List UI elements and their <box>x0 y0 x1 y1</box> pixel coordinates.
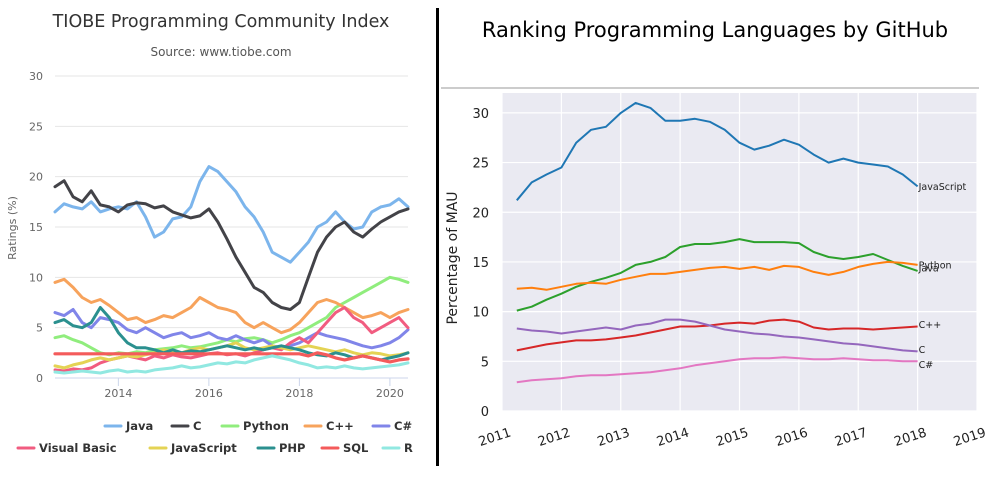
tiobe-tick-labels: 0 5 10 15 20 25 30 2014 2016 2018 2020 <box>29 70 404 400</box>
github-xtick-label: 2014 <box>655 425 691 449</box>
github-series-lines <box>516 101 919 384</box>
github-label-javascript: JavaScript <box>918 182 967 193</box>
tiobe-chart: TIOBE Programming Community Index Source… <box>0 0 436 478</box>
legend-item-visual-basic[interactable]: Visual Basic <box>16 441 117 455</box>
legend-label: R <box>404 441 413 455</box>
tiobe-title: TIOBE Programming Community Index <box>52 12 390 32</box>
github-xtick-label: 2015 <box>714 425 750 449</box>
github-title: Ranking Programming Languages by GitHub <box>481 18 949 42</box>
tiobe-plot: 0 5 10 15 20 25 30 2014 2016 2018 2020 Java C Python… <box>6 70 413 455</box>
github-series-csharp <box>516 356 918 384</box>
github-series-javascript <box>516 101 919 201</box>
tiobe-xtick-label: 2016 <box>195 387 223 400</box>
legend-label: SQL <box>343 441 369 455</box>
github-xtick-label: 2016 <box>774 425 810 449</box>
legend-label: C <box>193 419 201 433</box>
tiobe-series-lines <box>53 165 410 375</box>
github-ytick-label: 5 <box>481 355 489 370</box>
github-label-python: Python <box>919 260 952 271</box>
github-ytick-label: 0 <box>481 405 489 420</box>
github-ytick-label: 25 <box>472 157 489 172</box>
tiobe-series-r <box>53 354 410 375</box>
tiobe-ytick-label: 0 <box>36 372 43 385</box>
github-label-java: Java <box>918 263 939 274</box>
tiobe-ytick-label: 10 <box>29 271 43 284</box>
github-xtick-label: 2017 <box>833 425 869 449</box>
legend-label: Python <box>243 419 289 433</box>
tiobe-legend[interactable]: Java C Python C++ C# Visual Basic JavaScript PH… <box>16 419 413 455</box>
legend-item-javascript[interactable]: JavaScript <box>148 441 237 455</box>
legend-item-sql[interactable]: SQL <box>320 441 369 455</box>
tiobe-series-c <box>53 179 410 311</box>
tiobe-ytick-label: 30 <box>29 70 43 83</box>
github-ytick-label: 30 <box>472 107 489 122</box>
tiobe-xtick-label: 2018 <box>285 387 313 400</box>
tiobe-series-php <box>53 306 410 362</box>
tiobe-xtick-label: 2020 <box>376 387 404 400</box>
github-series-c <box>516 318 918 353</box>
legend-item-java[interactable]: Java <box>103 419 153 433</box>
tiobe-xtick-label: 2014 <box>104 387 132 400</box>
tiobe-ytick-label: 20 <box>29 171 43 184</box>
github-label-cplusplus: C++ <box>919 320 942 331</box>
tiobe-ytick-label: 5 <box>36 322 43 335</box>
panel-divider <box>436 8 439 466</box>
legend-item-c[interactable]: C <box>170 419 201 433</box>
github-ytick-label: 15 <box>472 256 489 271</box>
tiobe-ytick-label: 15 <box>29 221 43 234</box>
legend-label: C# <box>394 419 412 433</box>
tiobe-series-csharp <box>53 308 410 350</box>
tiobe-ylabel: Ratings (%) <box>6 196 19 260</box>
tiobe-ytick-label: 25 <box>29 120 43 133</box>
legend-item-cplusplus[interactable]: C++ <box>303 419 354 433</box>
github-xtick-label: 2018 <box>892 425 928 449</box>
github-plot: 0 5 10 15 20 25 30 2011 2012 2013 2014 2015 2016 2017… <box>441 87 988 450</box>
tiobe-series-javascript <box>53 341 410 370</box>
tiobe-series-sql <box>53 351 410 364</box>
legend-item-csharp[interactable]: C# <box>371 419 412 433</box>
legend-label: PHP <box>279 441 305 455</box>
legend-label: Java <box>125 419 153 433</box>
tiobe-series-cplusplus <box>53 277 410 335</box>
legend-item-r[interactable]: R <box>381 441 413 455</box>
legend-label: JavaScript <box>170 441 237 455</box>
legend-label: Visual Basic <box>39 441 117 455</box>
github-xtick-label: 2013 <box>596 425 632 449</box>
github-ytick-label: 20 <box>472 206 489 221</box>
legend-label: C++ <box>326 419 354 433</box>
github-series-java <box>516 260 918 291</box>
github-ylabel: Percentage of MAU <box>445 191 461 324</box>
github-xtick-label: 2019 <box>952 425 988 449</box>
github-xtick-label: 2012 <box>536 425 572 449</box>
github-series-cplusplus <box>516 318 918 352</box>
github-ytick-label: 10 <box>472 306 489 321</box>
legend-item-python[interactable]: Python <box>220 419 289 433</box>
github-label-c: C <box>919 345 926 356</box>
tiobe-subtitle: Source: www.tiobe.com <box>150 45 292 59</box>
github-xtick-label: 2011 <box>477 425 513 449</box>
github-chart: Ranking Programming Languages by GitHub … <box>441 0 989 478</box>
github-label-csharp: C# <box>919 360 934 371</box>
legend-item-php[interactable]: PHP <box>256 441 305 455</box>
